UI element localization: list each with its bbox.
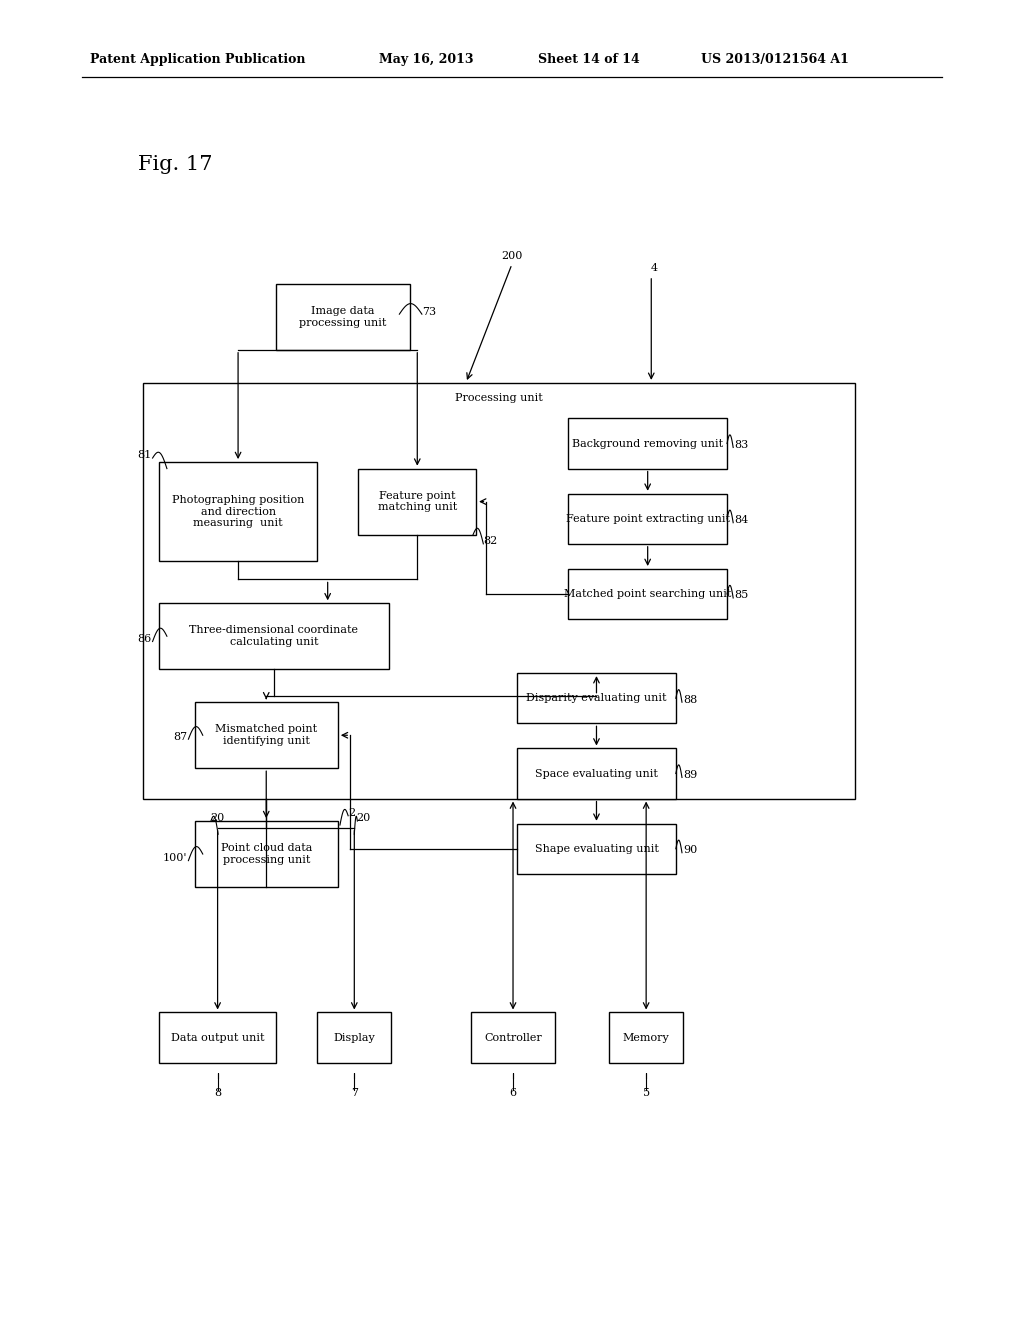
Bar <box>159 462 317 561</box>
Text: Feature point
matching unit: Feature point matching unit <box>378 491 457 512</box>
Bar <box>517 748 676 799</box>
Bar <box>195 702 338 768</box>
Text: 200: 200 <box>502 251 522 261</box>
Text: 81: 81 <box>137 450 152 461</box>
Text: Memory: Memory <box>623 1032 670 1043</box>
Bar <box>317 1012 391 1063</box>
Text: Patent Application Publication: Patent Application Publication <box>90 53 305 66</box>
Text: Shape evaluating unit: Shape evaluating unit <box>535 843 658 854</box>
Text: 87: 87 <box>173 731 187 742</box>
Bar <box>517 824 676 874</box>
Text: Display: Display <box>334 1032 375 1043</box>
Text: Controller: Controller <box>484 1032 542 1043</box>
Text: 20: 20 <box>356 813 371 824</box>
Text: 7: 7 <box>351 1088 357 1098</box>
Text: Image data
processing unit: Image data processing unit <box>299 306 387 327</box>
Text: 73: 73 <box>422 306 436 317</box>
Text: 8: 8 <box>214 1088 221 1098</box>
Text: Point cloud data
processing unit: Point cloud data processing unit <box>220 843 312 865</box>
Bar <box>517 673 676 723</box>
Text: Disparity evaluating unit: Disparity evaluating unit <box>526 693 667 704</box>
Text: 4: 4 <box>650 263 657 273</box>
Text: 82: 82 <box>483 536 498 546</box>
Bar <box>276 284 410 350</box>
Text: Three-dimensional coordinate
calculating unit: Three-dimensional coordinate calculating… <box>189 626 358 647</box>
Text: Feature point extracting unit: Feature point extracting unit <box>565 513 730 524</box>
Text: Space evaluating unit: Space evaluating unit <box>536 768 657 779</box>
Bar <box>568 494 727 544</box>
Text: Fig. 17: Fig. 17 <box>138 156 213 174</box>
Text: 86: 86 <box>137 634 152 644</box>
Bar <box>568 418 727 469</box>
Bar <box>471 1012 555 1063</box>
Bar <box>609 1012 683 1063</box>
Text: Mismatched point
identifying unit: Mismatched point identifying unit <box>215 725 317 746</box>
Text: Data output unit: Data output unit <box>171 1032 264 1043</box>
Text: Matched point searching unit: Matched point searching unit <box>564 589 731 599</box>
Text: 2: 2 <box>348 808 355 818</box>
Text: Sheet 14 of 14: Sheet 14 of 14 <box>538 53 639 66</box>
Text: 6: 6 <box>510 1088 516 1098</box>
Text: 20: 20 <box>210 813 224 824</box>
Text: Background removing unit: Background removing unit <box>572 438 723 449</box>
Bar <box>195 821 338 887</box>
Text: 90: 90 <box>683 845 697 855</box>
Text: May 16, 2013: May 16, 2013 <box>379 53 473 66</box>
Text: Photographing position
and direction
measuring  unit: Photographing position and direction mea… <box>172 495 304 528</box>
Text: 5: 5 <box>643 1088 649 1098</box>
Bar <box>358 469 476 535</box>
Bar <box>143 383 855 799</box>
Text: Processing unit: Processing unit <box>456 393 543 404</box>
Text: 88: 88 <box>683 694 697 705</box>
Text: 83: 83 <box>734 440 749 450</box>
Text: 100': 100' <box>163 853 187 863</box>
Text: 89: 89 <box>683 770 697 780</box>
Text: 85: 85 <box>734 590 749 601</box>
Bar <box>159 1012 276 1063</box>
Bar <box>159 603 389 669</box>
Bar <box>568 569 727 619</box>
Text: US 2013/0121564 A1: US 2013/0121564 A1 <box>701 53 849 66</box>
Text: 84: 84 <box>734 515 749 525</box>
